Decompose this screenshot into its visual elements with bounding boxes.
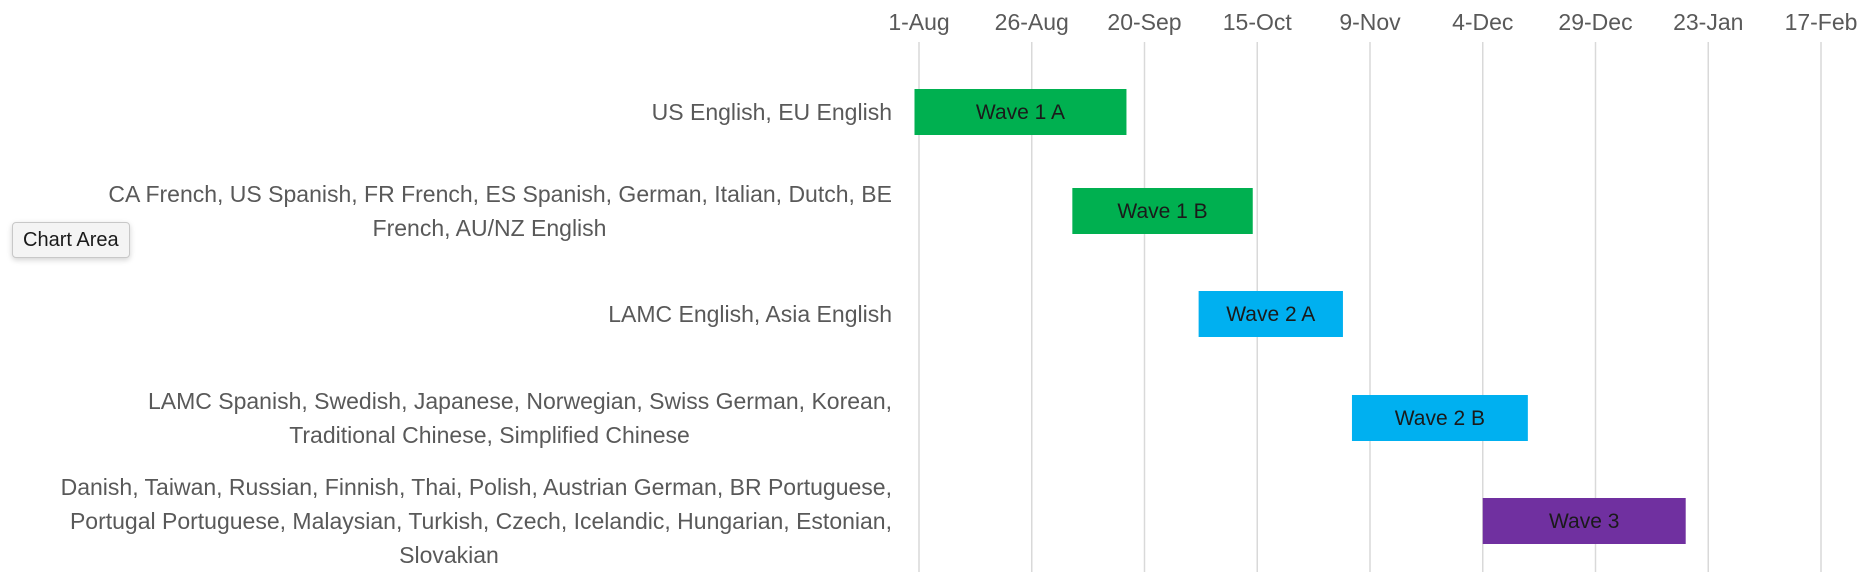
- gantt-bar[interactable]: [914, 89, 1127, 135]
- chart-area-tooltip: Chart Area: [12, 222, 130, 258]
- category-label-line: US English, EU English: [652, 99, 892, 125]
- category-label-line: Traditional Chinese, Simplified Chinese: [289, 422, 690, 448]
- x-tick-label: 9-Nov: [1339, 9, 1401, 35]
- x-tick-label: 26-Aug: [995, 9, 1069, 35]
- category-label: CA French, US Spanish, FR French, ES Spa…: [108, 181, 892, 241]
- category-label: LAMC English, Asia English: [608, 301, 892, 327]
- x-tick-label: 20-Sep: [1107, 9, 1181, 35]
- gantt-bar[interactable]: [1072, 188, 1253, 234]
- gantt-bar[interactable]: [1198, 291, 1343, 337]
- category-label-line: CA French, US Spanish, FR French, ES Spa…: [108, 181, 892, 207]
- bar-label: Wave 2 A: [1226, 303, 1315, 326]
- category-label: Danish, Taiwan, Russian, Finnish, Thai, …: [61, 474, 892, 568]
- gantt-bar[interactable]: [1351, 395, 1528, 441]
- category-label: US English, EU English: [652, 99, 892, 125]
- bar-label: Wave 1 A: [976, 101, 1065, 124]
- category-label: LAMC Spanish, Swedish, Japanese, Norwegi…: [148, 388, 892, 448]
- category-label-line: Slovakian: [399, 542, 499, 568]
- x-tick-label: 15-Oct: [1223, 9, 1293, 35]
- category-label-line: LAMC Spanish, Swedish, Japanese, Norwegi…: [148, 388, 892, 414]
- x-tick-label: 4-Dec: [1452, 9, 1513, 35]
- x-tick-label: 1-Aug: [888, 9, 949, 35]
- gantt-bar[interactable]: [1482, 498, 1686, 544]
- bar-label: Wave 3: [1549, 510, 1619, 533]
- bar-label: Wave 1 B: [1117, 200, 1207, 223]
- bars: Wave 1 A Wave 1 B Wave 2 A Wave 2 B Wave 3: [914, 89, 1686, 544]
- x-tick-label: 17-Feb: [1785, 9, 1858, 35]
- category-label-line: French, AU/NZ English: [373, 215, 607, 241]
- category-labels: US English, EU English CA French, US Span…: [61, 99, 892, 568]
- category-label-line: LAMC English, Asia English: [608, 301, 892, 327]
- bar-label: Wave 2 B: [1395, 407, 1485, 430]
- category-label-line: Portugal Portuguese, Malaysian, Turkish,…: [70, 508, 892, 534]
- x-tick-label: 29-Dec: [1558, 9, 1632, 35]
- x-tick-label: 23-Jan: [1673, 9, 1743, 35]
- category-label-line: Danish, Taiwan, Russian, Finnish, Thai, …: [61, 474, 892, 500]
- x-axis-tick-labels: 1-Aug 26-Aug 20-Sep 15-Oct 9-Nov 4-Dec 29-Dec 2…: [888, 9, 1857, 35]
